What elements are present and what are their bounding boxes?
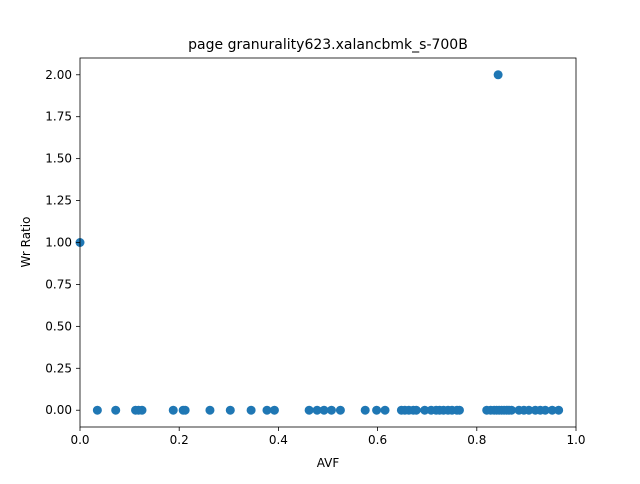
y-tick-label: 0.75 xyxy=(45,277,72,291)
y-axis: 0.00 0.25 0.50 0.75 1.00 1.25 1.50 1.75 2.00 xyxy=(45,68,80,417)
x-tick-label: 0.2 xyxy=(170,433,189,447)
data-point xyxy=(312,405,322,415)
data-point xyxy=(137,405,147,415)
y-tick-label: 1.75 xyxy=(45,110,72,124)
data-point xyxy=(180,405,190,415)
data-point xyxy=(507,405,517,415)
x-tick-label: 0.0 xyxy=(70,433,89,447)
y-tick-label: 1.50 xyxy=(45,152,72,166)
y-tick-label: 0.25 xyxy=(45,361,72,375)
data-point xyxy=(262,405,272,415)
y-tick-label: 0.50 xyxy=(45,319,72,333)
data-point xyxy=(168,405,178,415)
chart-title: page granurality623.xalancbmk_s-700B xyxy=(188,37,468,53)
y-tick-label: 1.00 xyxy=(45,236,72,250)
data-point xyxy=(420,405,430,415)
data-point xyxy=(335,405,345,415)
data-point xyxy=(205,405,215,415)
data-point xyxy=(554,405,564,415)
data-point xyxy=(269,405,279,415)
data-point xyxy=(319,405,329,415)
y-tick-label: 2.00 xyxy=(45,68,72,82)
data-point xyxy=(493,70,503,80)
x-axis-label: AVF xyxy=(317,456,340,470)
data-point xyxy=(225,405,235,415)
data-point xyxy=(454,405,464,415)
y-tick-label: 0.00 xyxy=(45,403,72,417)
data-point xyxy=(111,405,121,415)
x-tick-label: 0.8 xyxy=(467,433,486,447)
x-axis: 0.0 0.2 0.4 0.6 0.8 1.0 xyxy=(70,427,586,447)
y-axis-label: Wr Ratio xyxy=(19,217,33,268)
data-point xyxy=(246,405,256,415)
data-point xyxy=(547,405,557,415)
data-point xyxy=(372,405,382,415)
data-point xyxy=(304,405,314,415)
data-point xyxy=(360,405,370,415)
x-tick-label: 1.0 xyxy=(566,433,585,447)
y-tick-label: 1.25 xyxy=(45,194,72,208)
data-point xyxy=(380,405,390,415)
x-tick-label: 0.4 xyxy=(269,433,288,447)
data-point xyxy=(92,405,102,415)
x-tick-label: 0.6 xyxy=(368,433,387,447)
points-layer xyxy=(75,70,564,415)
data-point xyxy=(411,405,421,415)
data-point xyxy=(326,405,336,415)
data-point xyxy=(524,405,534,415)
data-point xyxy=(540,405,550,415)
